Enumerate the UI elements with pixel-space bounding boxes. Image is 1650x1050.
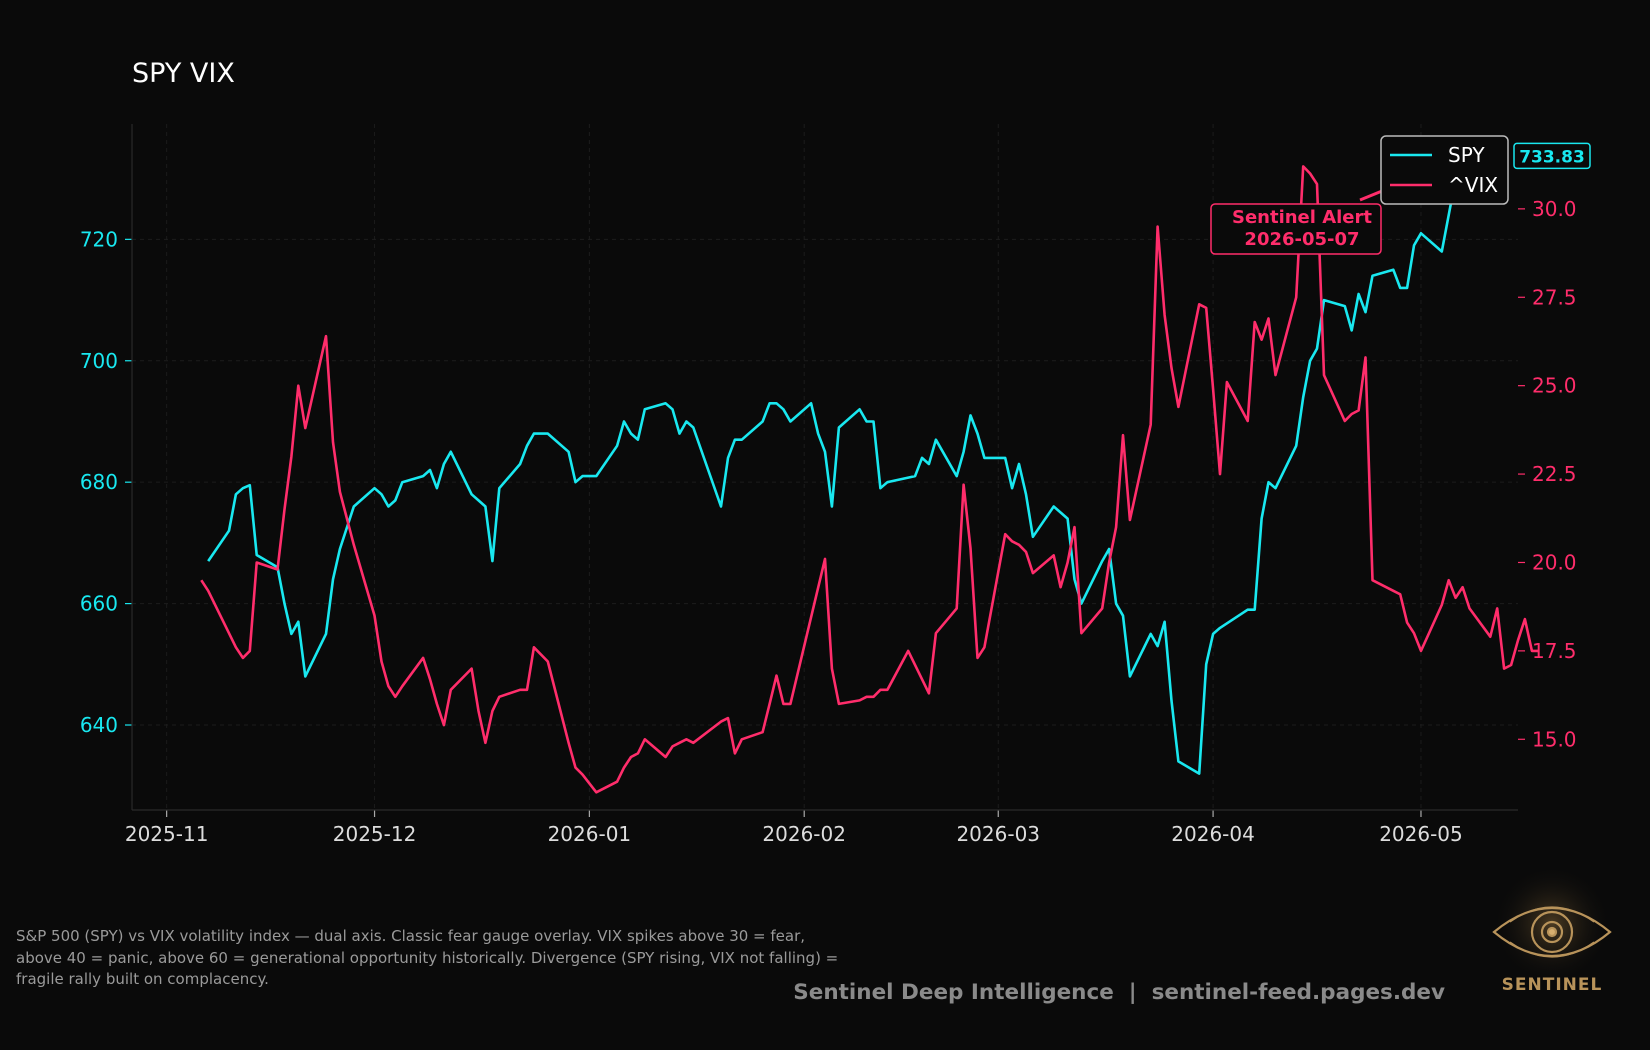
footer-credit: Sentinel Deep Intelligence | sentinel-fe…: [793, 980, 1445, 1005]
legend-label: ^VIX: [1448, 173, 1498, 197]
legend-box: [1380, 135, 1509, 205]
y-left-tick-label: 680: [80, 470, 118, 494]
x-tick-label: 2025-11: [125, 822, 209, 846]
last-value-badge: [1513, 142, 1591, 170]
axes: 2025-11 2025-12 2026-01 2026-02 2026-03 2026-…: [80, 124, 1577, 846]
chart-caption: S&P 500 (SPY) vs VIX volatility index — …: [16, 927, 839, 988]
y-right-tick-label: 25.0: [1532, 374, 1577, 398]
alert-title: Sentinel Alert: [1232, 207, 1372, 228]
y-left-tick-label: 700: [80, 349, 118, 373]
legend-label: SPY: [1448, 143, 1485, 167]
y-left-tick-label: 720: [80, 227, 118, 251]
x-tick-label: 2026-04: [1171, 822, 1255, 846]
y-right-tick-label: 17.5: [1532, 639, 1577, 663]
alert-box: [1210, 203, 1382, 255]
alert-date: 2026-05-07: [1244, 229, 1359, 250]
x-tick-label: 2026-05: [1379, 822, 1463, 846]
y-right-tick-label: 15.0: [1532, 727, 1577, 751]
last-value-label: 733.83: [1519, 147, 1585, 167]
series-lines: [200, 155, 1539, 794]
y-left-tick-label: 640: [80, 713, 118, 737]
x-tick-label: 2026-01: [548, 822, 632, 846]
eye-icon: [1492, 906, 1612, 958]
y-right-tick-label: 27.5: [1532, 285, 1577, 309]
x-tick-label: 2026-03: [956, 822, 1040, 846]
x-tick-label: 2026-02: [762, 822, 846, 846]
legend: SPY ^VIX: [1380, 135, 1509, 205]
sentinel-logo: SENTINEL: [1492, 870, 1612, 995]
y-right-tick-label: 20.0: [1532, 550, 1577, 574]
series-line-spy: [207, 155, 1464, 775]
x-tick-label: 2025-12: [333, 822, 417, 846]
y-left-tick-label: 660: [80, 592, 118, 616]
y-right-tick-label: 22.5: [1532, 462, 1577, 486]
logo-text: SENTINEL: [1502, 975, 1603, 995]
y-right-tick-label: 30.0: [1532, 197, 1577, 221]
series-line-vix: [200, 165, 1539, 794]
chart-title: SPY VIX: [132, 58, 235, 89]
